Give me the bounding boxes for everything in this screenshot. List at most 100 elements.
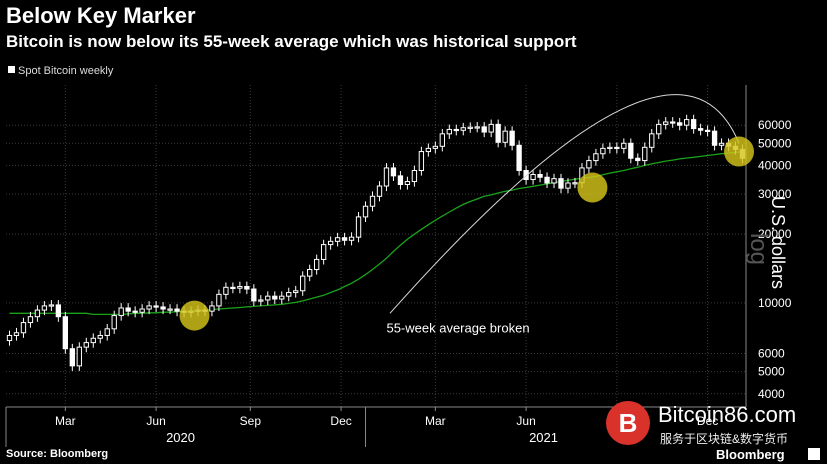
candle-body: [118, 307, 124, 317]
candle-body: [293, 290, 299, 294]
candle-body: [76, 346, 82, 367]
trend-arc: [389, 94, 740, 314]
year-label: 2020: [166, 430, 195, 445]
candle-body: [621, 142, 627, 149]
candle-body: [635, 157, 641, 162]
candle-body: [13, 332, 20, 336]
candle-body: [411, 170, 418, 183]
candle-body: [537, 173, 543, 178]
candle-body: [432, 145, 439, 149]
grid-lines: [6, 85, 746, 407]
x-tick-labels: MarJunSepDecMarJunSepDec20202021: [55, 414, 718, 445]
highlight-layer: [179, 136, 755, 331]
candle-body: [565, 182, 571, 189]
y-tick-label: 10000: [758, 296, 792, 310]
candle-body: [139, 308, 145, 313]
x-tick-label: Jun: [146, 414, 165, 428]
candle-body: [146, 305, 152, 310]
candle-body: [516, 144, 522, 172]
y-tick-label: 6000: [758, 347, 785, 361]
candle-body: [600, 147, 606, 155]
candle-body: [286, 292, 292, 297]
candle-body: [223, 286, 229, 295]
candle-body: [551, 178, 557, 184]
candle-body: [544, 176, 550, 184]
highlight-marker: [577, 172, 608, 203]
legend-label: Spot Bitcoin weekly: [18, 65, 114, 77]
x-tick-label: Mar: [425, 414, 446, 428]
candle-body: [48, 304, 55, 307]
candle-body: [104, 328, 110, 336]
candle-body: [251, 288, 257, 302]
candle-body: [55, 304, 62, 318]
candle-body: [572, 182, 578, 185]
candle-body: [495, 123, 501, 143]
watermark-site-name: Bitcoin86.com: [658, 402, 797, 427]
y-tick-label: 30000: [758, 187, 792, 201]
candle-body: [467, 126, 473, 129]
candle-body: [327, 240, 334, 246]
candle-body: [670, 121, 676, 124]
y-tick-label: 60000: [758, 118, 792, 132]
candle-body: [320, 244, 327, 260]
y-tick-label: 40000: [758, 158, 792, 172]
chart-title: Below Key Marker: [6, 3, 196, 28]
candle-body: [230, 286, 236, 290]
candle-body: [488, 123, 494, 133]
candle-body: [711, 130, 718, 146]
candle-body: [474, 126, 480, 129]
candle-body: [279, 295, 285, 300]
x-tick-label: Mar: [55, 414, 76, 428]
candle-body: [90, 337, 96, 344]
candle-body: [216, 293, 222, 307]
candle-body: [607, 146, 613, 150]
candle-body: [642, 146, 648, 162]
candle-body: [34, 309, 41, 318]
candle-body: [160, 306, 166, 310]
candle-body: [446, 128, 452, 135]
candle-body: [69, 348, 75, 367]
candle-body: [20, 322, 27, 334]
candle-body: [677, 122, 683, 126]
y-tick-label: 4000: [758, 387, 785, 401]
candle-body: [355, 216, 362, 238]
y-tick-label: 50000: [758, 136, 792, 150]
bloomberg-g-icon: [808, 448, 820, 460]
candle-body: [697, 128, 704, 131]
candle-body: [272, 295, 278, 300]
y-tick-label: 5000: [758, 365, 785, 379]
moving-average-layer: [9, 151, 743, 316]
candle-body: [111, 315, 117, 330]
candle-body: [307, 269, 313, 277]
candles-layer: [6, 114, 746, 371]
x-tick-label: Sep: [240, 414, 262, 428]
candle-body: [83, 342, 89, 348]
chart-subtitle: Bitcoin is now below its 55-week average…: [6, 32, 577, 51]
candle-body: [209, 305, 215, 312]
candle-body: [167, 308, 173, 311]
moving-average-line: [9, 151, 743, 316]
candle-body: [628, 142, 634, 159]
candle-body: [683, 119, 690, 126]
candle-body: [27, 316, 34, 324]
candle-body: [334, 237, 341, 242]
candle-body: [41, 305, 48, 311]
candle-body: [300, 275, 306, 292]
bloomberg-logo: Bloomberg: [716, 447, 785, 462]
candle-body: [586, 160, 592, 169]
candle-body: [132, 310, 138, 313]
candle-body: [509, 130, 515, 146]
candle-body: [97, 334, 103, 339]
candle-body: [376, 185, 383, 197]
highlight-marker: [724, 136, 755, 167]
legend: Spot Bitcoin weekly: [8, 65, 113, 77]
source-note: Source: Bloomberg: [6, 448, 109, 460]
candle-body: [690, 119, 697, 130]
candle-body: [174, 308, 180, 312]
candle-body: [265, 295, 271, 301]
candle-body: [383, 167, 390, 187]
candle-body: [425, 147, 432, 153]
candle-body: [593, 153, 599, 162]
